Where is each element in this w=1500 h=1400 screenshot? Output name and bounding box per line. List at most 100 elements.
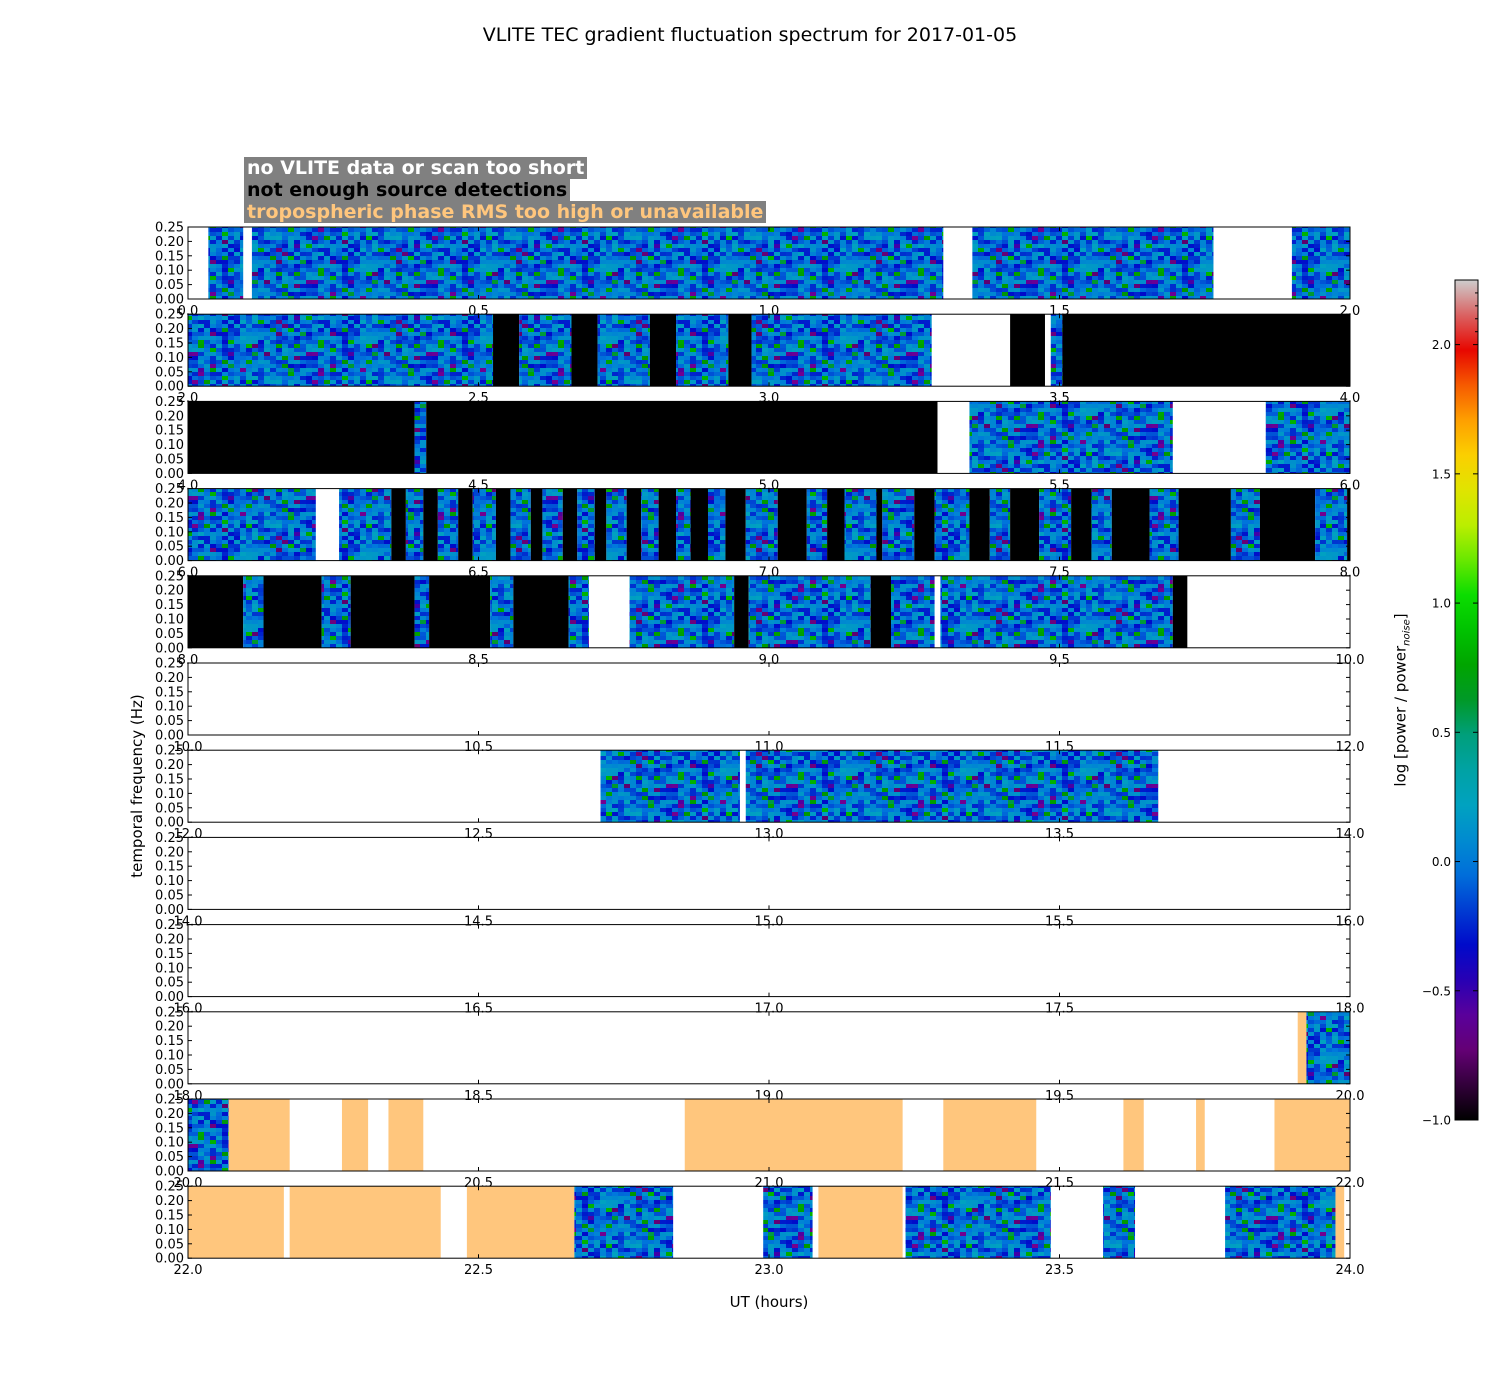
y-tick-label: 0.10	[155, 1049, 184, 1064]
panels-group: 0.000.050.100.150.200.250.0 0.5 1.0 1.5 2.00…	[155, 221, 1364, 1279]
y-tick-label: 0.15	[155, 511, 184, 526]
x-tick-label: 19.5	[1045, 1089, 1074, 1104]
y-tick-label: 0.15	[155, 860, 184, 875]
panel-frame	[187, 924, 1351, 998]
segment-nodet	[458, 488, 473, 561]
segment-data	[629, 575, 735, 648]
y-tick-label: 0.00	[155, 903, 184, 918]
y-tick-label: 0.10	[155, 613, 184, 628]
x-tick-label: 14.0	[174, 914, 203, 929]
segment-nodet	[1111, 488, 1150, 561]
segment-nodet	[649, 314, 677, 387]
x-axis-label: UT (hours)	[729, 1293, 809, 1311]
y-tick-label: 0.00	[155, 1165, 184, 1180]
y-tick-label: 0.10	[155, 438, 184, 453]
segment-nodet	[1172, 575, 1188, 648]
legend-no-data-label: no VLITE data or scan too short	[247, 157, 585, 179]
segment-nodet	[594, 488, 607, 561]
y-tick-label: 0.25	[155, 744, 184, 759]
legend-tropospheric: tropospheric phase RMS too high or unava…	[244, 201, 767, 223]
y-tick-label: 0.00	[155, 293, 184, 308]
segment-nodet	[188, 401, 415, 474]
segment-nodet	[969, 488, 990, 561]
segment-nodet	[690, 488, 708, 561]
y-tick-label: 0.10	[155, 787, 184, 802]
y-tick-label: 0.15	[155, 1034, 184, 1049]
y-tick-label: 0.05	[155, 1237, 184, 1252]
segment-data	[1230, 488, 1260, 561]
segment-data	[745, 750, 1159, 823]
segment-trop	[818, 1186, 903, 1259]
segment-trop	[1335, 1186, 1345, 1259]
segment-trop	[1274, 1099, 1350, 1171]
segment-data	[748, 575, 871, 648]
segment-data	[414, 401, 427, 474]
segment-data	[577, 488, 595, 561]
segment-data	[321, 575, 351, 648]
segment-nodet	[658, 488, 677, 561]
segment-trop	[1196, 1099, 1205, 1171]
y-tick-label: 0.05	[155, 278, 184, 293]
segment-nodet	[777, 488, 807, 561]
y-tick-label: 0.20	[155, 584, 184, 599]
x-tick-label: 22.0	[174, 1263, 203, 1278]
colorbar-tick-label: −0.5	[1422, 984, 1451, 998]
segment-data	[940, 575, 1173, 648]
y-tick-label: 0.00	[155, 729, 184, 744]
colorbar-tick-label: −1.0	[1422, 1114, 1451, 1128]
x-tick-label: 22.5	[464, 1263, 493, 1278]
x-tick-label: 9.5	[1049, 653, 1070, 668]
segment-nodet	[876, 488, 883, 561]
x-tick-label: 17.5	[1045, 1002, 1074, 1017]
y-tick-label: 0.20	[155, 235, 184, 250]
segment-data	[414, 575, 430, 648]
segment-nodet	[188, 575, 244, 648]
y-tick-label: 0.25	[155, 395, 184, 410]
y-tick-label: 0.20	[155, 1194, 184, 1209]
segment-data	[806, 488, 828, 561]
x-tick-label: 15.5	[1045, 914, 1074, 929]
x-tick-label: 12.0	[174, 827, 203, 842]
y-axis-label: temporal frequency (Hz)	[128, 694, 146, 878]
y-tick-label: 0.25	[155, 918, 184, 933]
segment-nodet	[914, 488, 935, 561]
segment-data	[437, 488, 459, 561]
x-tick-label: 12.5	[464, 827, 493, 842]
y-tick-label: 0.15	[155, 947, 184, 962]
panel-frame	[187, 1011, 1351, 1085]
segment-data	[1149, 488, 1179, 561]
y-tick-label: 0.20	[155, 671, 184, 686]
y-tick-label: 0.00	[155, 380, 184, 395]
segment-data	[972, 227, 1214, 299]
y-tick-label: 0.25	[155, 657, 184, 672]
segment-data	[882, 488, 915, 561]
y-tick-label: 0.10	[155, 961, 184, 976]
segment-data	[519, 314, 572, 387]
x-tick-label: 17.0	[755, 1002, 784, 1017]
segment-data	[510, 488, 531, 561]
segment-nodet	[571, 314, 598, 387]
segment-data	[574, 1186, 674, 1259]
panel-0: 0.000.050.100.150.200.250.0 0.5 1.0 1.5 2.0	[155, 221, 1360, 320]
legend-no-data: no VLITE data or scan too short	[244, 157, 588, 179]
segment-nodet	[1178, 488, 1231, 561]
x-tick-label: 10.0	[174, 740, 203, 755]
y-tick-label: 0.20	[155, 497, 184, 512]
y-tick-label: 0.20	[155, 933, 184, 948]
y-tick-label: 0.05	[155, 453, 184, 468]
y-tick-label: 0.25	[155, 831, 184, 846]
colorbar-label-end: ]	[1391, 613, 1410, 620]
x-tick-label: 14.5	[464, 914, 493, 929]
colorbar-tick-label: 0.0	[1432, 855, 1451, 869]
segment-nodet	[562, 488, 578, 561]
segment-data	[243, 575, 264, 648]
segment-nodet	[1062, 314, 1350, 387]
segment-data	[606, 488, 627, 561]
panel-2: 0.000.050.100.150.200.254.0 4.5 5.0 5.5 6.0	[155, 395, 1360, 494]
segment-data	[188, 314, 494, 387]
y-tick-label: 0.15	[155, 685, 184, 700]
segment-nodet	[1010, 314, 1045, 387]
